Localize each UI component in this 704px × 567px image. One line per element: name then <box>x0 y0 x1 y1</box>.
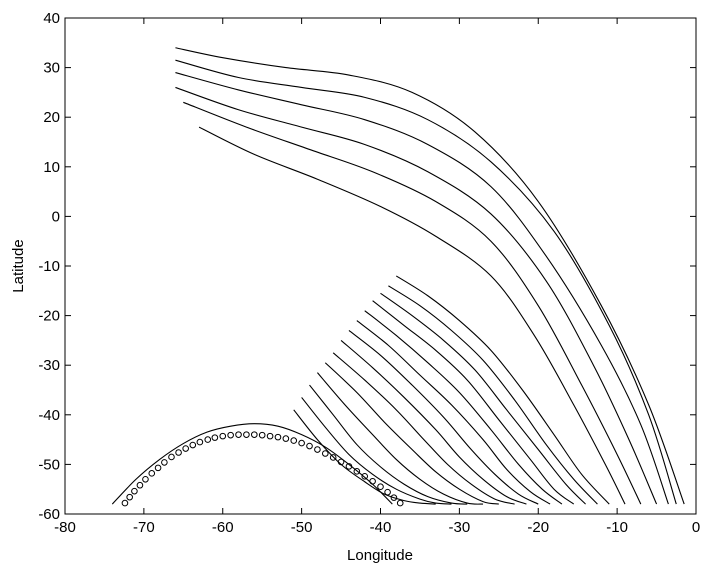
series-line-18 <box>309 384 468 505</box>
marker-point <box>168 453 175 461</box>
series-line-2 <box>175 59 677 505</box>
x-tick-label: -60 <box>212 519 234 536</box>
x-tick-label: -50 <box>291 519 313 536</box>
series-line-5 <box>183 101 642 505</box>
y-axis: -60 -50 -40 -30 -20 -10 0 10 20 30 40 <box>38 10 696 523</box>
x-tick-label: -10 <box>606 519 628 536</box>
markers-group <box>121 431 404 507</box>
y-tick-label: -40 <box>38 407 60 424</box>
series-line-11 <box>364 310 563 505</box>
series-line-1 <box>175 47 685 505</box>
marker-point <box>369 477 376 485</box>
marker-point <box>321 450 329 457</box>
y-tick-label: 30 <box>43 60 60 77</box>
marker-point <box>314 446 321 453</box>
marker-point <box>126 493 133 501</box>
series-line-19 <box>301 397 452 505</box>
marker-point <box>274 433 282 441</box>
marker-point <box>337 458 345 466</box>
marker-point <box>204 436 212 443</box>
marker-point <box>136 481 144 489</box>
marker-point <box>154 464 162 472</box>
marker-point <box>121 499 129 507</box>
marker-point <box>251 431 258 438</box>
y-tick-label: -20 <box>38 308 60 325</box>
marker-point <box>235 431 242 438</box>
marker-point <box>211 434 219 441</box>
y-tick-label: -50 <box>38 456 60 473</box>
x-tick-label: 0 <box>692 519 700 536</box>
x-tick-label: -20 <box>527 519 549 536</box>
x-tick-label: -80 <box>54 519 76 536</box>
marker-point <box>182 445 189 452</box>
marker-point <box>189 441 197 449</box>
marker-point <box>298 439 305 447</box>
marker-point <box>258 431 266 439</box>
y-tick-label: 0 <box>52 208 60 225</box>
y-tick-label: -60 <box>38 506 60 523</box>
x-tick-label: -40 <box>370 519 392 536</box>
marker-point <box>345 463 353 470</box>
marker-point <box>148 470 156 477</box>
series-line-20 <box>293 409 436 505</box>
marker-point <box>131 487 138 495</box>
marker-point <box>227 431 234 439</box>
marker-point <box>282 435 290 442</box>
y-tick-label: -10 <box>38 258 60 275</box>
marker-point <box>377 483 384 491</box>
marker-point <box>161 459 168 466</box>
y-axis-label: Latitude <box>10 239 27 292</box>
marker-point <box>175 449 182 456</box>
series-line-4 <box>175 86 658 505</box>
x-tick-label: -30 <box>449 519 471 536</box>
series-line-12 <box>356 320 551 505</box>
x-tick-label: -70 <box>133 519 155 536</box>
series-line-9 <box>380 292 586 505</box>
curves-group <box>111 47 685 505</box>
x-axis-label: Longitude <box>347 547 413 564</box>
marker-point <box>219 432 227 440</box>
x-axis: -80 -70 -60 -50 -40 -30 -20 -10 0 <box>54 18 700 536</box>
marker-point <box>266 432 274 440</box>
marker-point <box>290 437 298 444</box>
marker-point <box>396 499 404 507</box>
y-tick-label: 40 <box>43 10 60 27</box>
marker-point <box>353 468 361 475</box>
y-tick-label: -30 <box>38 357 60 374</box>
series-line-14 <box>340 339 527 505</box>
series-line-13 <box>348 330 539 505</box>
series-line-15 <box>332 352 515 505</box>
marker-point <box>142 475 149 483</box>
marker-point <box>196 438 204 446</box>
series-line-6 <box>198 126 626 505</box>
y-tick-label: 20 <box>43 109 60 126</box>
series-line-17 <box>316 372 484 505</box>
marker-point <box>243 431 250 438</box>
series-line-10 <box>372 300 575 505</box>
series-line-7 <box>395 275 610 505</box>
series-line-16 <box>324 362 499 505</box>
marker-point <box>361 473 369 480</box>
marker-point <box>390 494 398 501</box>
series-line-21 <box>111 423 393 505</box>
marker-point <box>306 442 313 450</box>
series-line-3 <box>175 72 669 505</box>
y-tick-label: 10 <box>43 159 60 176</box>
marker-point <box>384 488 391 496</box>
plot-area <box>64 17 697 515</box>
marker-point <box>329 454 337 461</box>
series-line-8 <box>388 285 598 505</box>
